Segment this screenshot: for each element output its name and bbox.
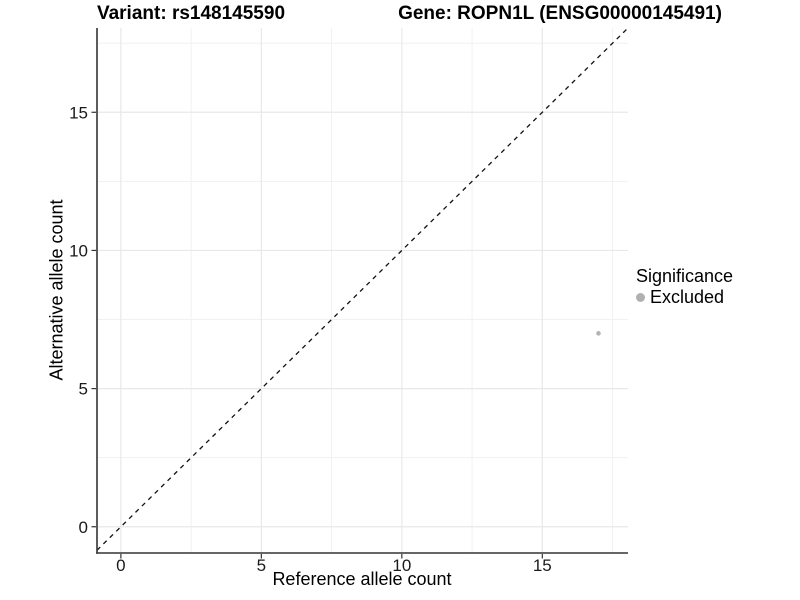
legend-point-icon [636, 292, 645, 302]
plot-title-variant: Variant: rs148145590 [96, 3, 286, 24]
x-tick-label: 10 [392, 556, 411, 575]
x-tick-label: 5 [257, 556, 266, 575]
legend-item-excluded: Excluded [636, 287, 733, 307]
y-tick-label: 15 [69, 103, 88, 122]
legend: Significance Excluded [636, 265, 733, 307]
plot-title-gene: Gene: ROPN1L (ENSG00000145491) [398, 3, 722, 24]
y-tick-label: 10 [69, 241, 88, 260]
x-axis-title: Reference allele count [272, 569, 452, 589]
y-tick-label: 0 [79, 518, 88, 537]
x-tick-label: 15 [533, 556, 552, 575]
y-tick-label: 5 [79, 380, 88, 399]
legend-title: Significance [636, 266, 734, 286]
x-tick-label: 0 [116, 556, 125, 575]
data-point [596, 331, 601, 336]
identity-line [96, 27, 629, 551]
legend-item-label: Excluded [650, 287, 725, 307]
y-axis-title: Alternative allele count [46, 199, 67, 381]
